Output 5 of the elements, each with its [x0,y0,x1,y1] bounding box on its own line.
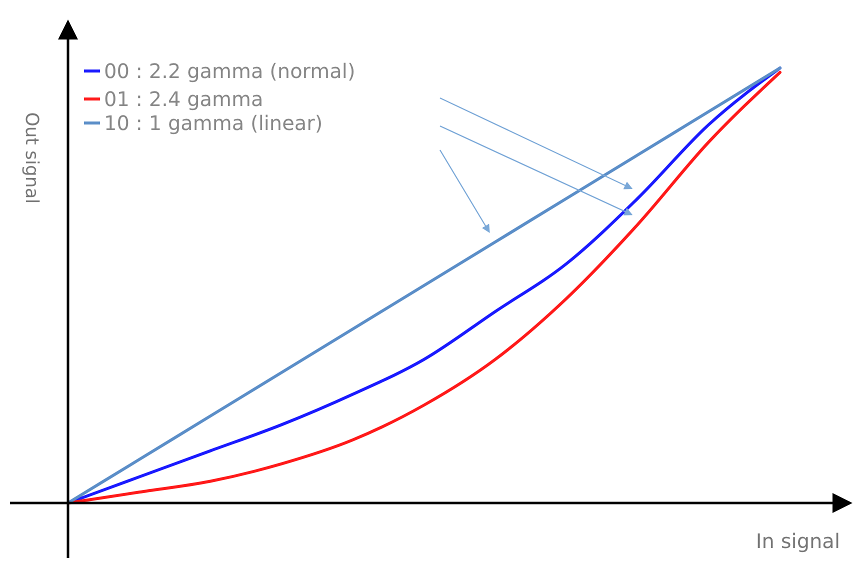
legend-label: 10 : 1 gamma (linear) [104,111,323,135]
y-axis-title: Out signal [21,112,42,204]
legend-label: 01 : 2.4 gamma [104,87,264,111]
x-axis-title: In signal [756,529,840,553]
legend-label: 00 : 2.2 gamma (normal) [104,59,356,83]
